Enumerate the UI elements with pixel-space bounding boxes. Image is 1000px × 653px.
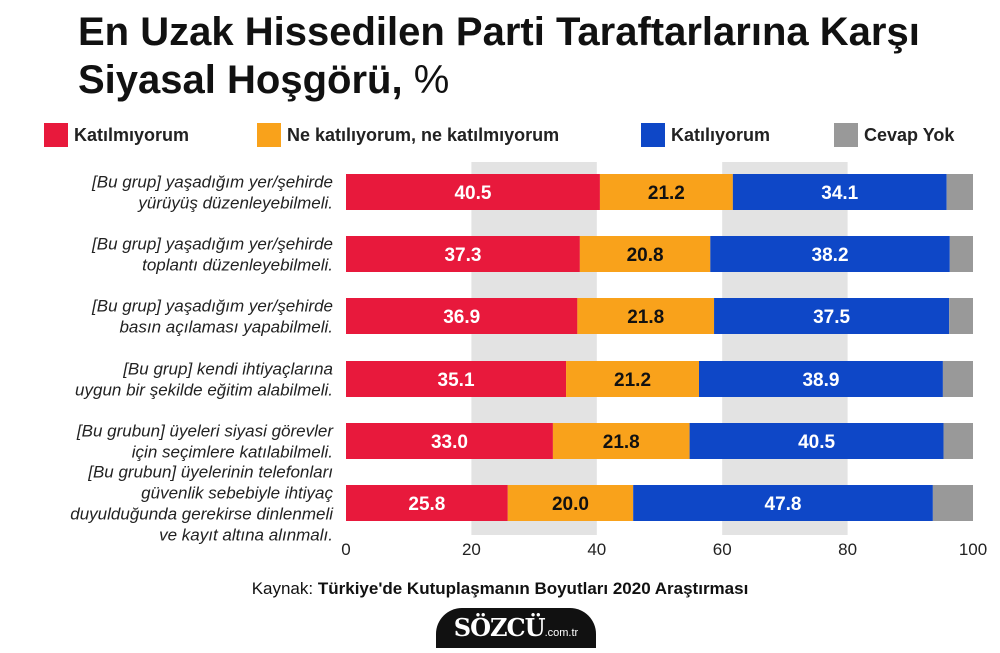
data-label: 36.9: [443, 307, 480, 328]
legend-swatch-disagree: [44, 123, 68, 147]
legend-label-agree: Katılıyorum: [671, 124, 771, 145]
bar-neutral: [599, 174, 733, 210]
chart-title-unit: %: [413, 58, 450, 102]
bar-agree: [633, 485, 933, 521]
category-label: [Bu grubun] üyeleri siyasi görevler için …: [76, 422, 334, 462]
bar-disagree: [346, 298, 578, 334]
bar-disagree: [346, 423, 553, 459]
bar-noanswer: [932, 485, 973, 521]
bar-noanswer: [946, 174, 973, 210]
bar-disagree: [346, 174, 600, 210]
category-label: [Bu grup] yaşadığım yer/şehirde yürüyüş d…: [91, 173, 333, 213]
chart-title-text: En Uzak Hissedilen Parti Taraftarlarına …: [78, 10, 920, 102]
legend-swatch-agree: [641, 123, 665, 147]
category-label: [Bu grup] yaşadığım yer/şehirde basın açı…: [91, 297, 333, 337]
category-label: [Bu grubun] üyelerinin telefonları güvenl…: [70, 463, 334, 545]
logo-domain: .com.tr: [544, 627, 579, 639]
grid-band: [471, 162, 597, 535]
data-label: 40.5: [454, 183, 491, 204]
x-tick-label: 60: [713, 540, 732, 559]
data-label: 34.1: [821, 183, 858, 204]
legend-label-neutral: Ne katılıyorum, ne katılmıyorum: [287, 124, 560, 145]
data-label: 20.0: [552, 494, 589, 515]
grid-band: [722, 162, 848, 535]
bar-disagree: [346, 485, 508, 521]
x-tick-label: 20: [462, 540, 481, 559]
data-label: 40.5: [798, 432, 835, 453]
data-label: 20.8: [627, 245, 664, 266]
logo-wordmark: SÖZCÜ: [453, 613, 546, 642]
source-note: Kaynak: Türkiye'de Kutuplaşmanın Boyutla…: [0, 579, 1000, 599]
bar-neutral: [566, 361, 700, 397]
category-label: [Bu grup] kendi ihtiyaçlarına uygun bir ş…: [75, 360, 333, 400]
bar-neutral: [552, 423, 690, 459]
data-label: 21.2: [614, 370, 651, 391]
data-label: 21.8: [603, 432, 640, 453]
legend-item-agree: Katılıyorum: [641, 122, 770, 148]
bar-noanswer: [942, 361, 973, 397]
bar-neutral: [577, 298, 715, 334]
chart-legend: Katılmıyorum Ne katılıyorum, ne katılmıy…: [0, 122, 1000, 148]
bar-agree: [699, 361, 943, 397]
bar-disagree: [346, 236, 580, 272]
bar-agree: [710, 236, 950, 272]
bar-agree: [689, 423, 944, 459]
data-label: 47.8: [765, 494, 802, 515]
bar-neutral: [507, 485, 634, 521]
data-label: 33.0: [431, 432, 468, 453]
x-tick-label: 100: [959, 540, 987, 559]
bar-noanswer: [943, 423, 973, 459]
data-label: 37.3: [444, 245, 481, 266]
bar-noanswer: [949, 298, 973, 334]
bar-agree: [714, 298, 950, 334]
legend-swatch-neutral: [257, 123, 281, 147]
data-label: 35.1: [438, 370, 475, 391]
data-label: 38.2: [812, 245, 849, 266]
bar-noanswer: [949, 236, 973, 272]
legend-item-neutral: Ne katılıyorum, ne katılmıyorum: [257, 122, 559, 148]
legend-label-noanswer: Cevap Yok: [864, 124, 955, 145]
x-tick-label: 40: [587, 540, 606, 559]
data-label: 21.2: [648, 183, 685, 204]
data-label: 37.5: [813, 307, 850, 328]
legend-swatch-noanswer: [834, 123, 858, 147]
brand-logo: SÖZCÜ.com.tr: [436, 608, 596, 648]
data-label: 25.8: [408, 494, 445, 515]
data-label: 21.8: [627, 307, 664, 328]
source-name: Türkiye'de Kutuplaşmanın Boyutları 2020 …: [317, 579, 749, 598]
x-tick-label: 0: [341, 540, 350, 559]
bar-disagree: [346, 361, 567, 397]
x-tick-label: 80: [838, 540, 857, 559]
legend-label-disagree: Katılmıyorum: [74, 124, 190, 145]
category-label: [Bu grup] yaşadığım yer/şehirde toplantı …: [91, 235, 333, 275]
bar-agree: [732, 174, 947, 210]
legend-item-disagree: Katılmıyorum: [44, 122, 189, 148]
legend-item-noanswer: Cevap Yok: [834, 122, 954, 148]
source-prefix: Kaynak:: [251, 579, 314, 598]
data-label: 38.9: [802, 370, 839, 391]
chart-title: En Uzak Hissedilen Parti Taraftarlarına …: [78, 8, 978, 104]
bar-neutral: [579, 236, 711, 272]
